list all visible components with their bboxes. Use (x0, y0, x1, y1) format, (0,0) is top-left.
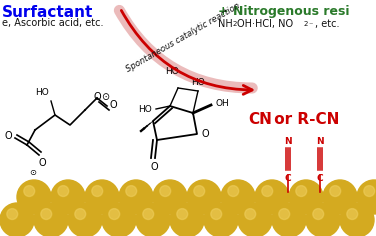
Circle shape (340, 203, 374, 236)
Text: C: C (285, 174, 291, 183)
Text: ⁻: ⁻ (308, 20, 312, 29)
Circle shape (92, 185, 103, 197)
Text: + Nitrogenous resi: + Nitrogenous resi (218, 5, 350, 18)
Circle shape (24, 185, 35, 197)
Text: Surfactant: Surfactant (2, 5, 93, 20)
Circle shape (109, 209, 120, 219)
Circle shape (68, 203, 102, 236)
Circle shape (75, 209, 86, 219)
Circle shape (187, 180, 221, 214)
Text: 2: 2 (304, 21, 308, 27)
Circle shape (313, 209, 324, 219)
Text: O: O (110, 100, 118, 110)
Text: OH·HCl, NO: OH·HCl, NO (237, 19, 293, 29)
Circle shape (323, 180, 357, 214)
Circle shape (279, 209, 290, 219)
Circle shape (85, 180, 119, 214)
Circle shape (177, 209, 188, 219)
Circle shape (347, 209, 358, 219)
Text: O: O (93, 92, 101, 102)
Text: 2: 2 (233, 21, 237, 27)
Circle shape (153, 180, 187, 214)
Text: C: C (317, 174, 323, 183)
Text: N: N (284, 137, 292, 146)
Circle shape (170, 203, 204, 236)
Circle shape (289, 180, 323, 214)
Circle shape (7, 209, 18, 219)
Circle shape (330, 185, 341, 197)
Circle shape (296, 185, 307, 197)
Circle shape (102, 203, 136, 236)
Text: O: O (5, 131, 12, 141)
Circle shape (204, 203, 238, 236)
Circle shape (357, 180, 376, 214)
Text: or R-CN: or R-CN (269, 112, 340, 127)
Text: ⊙: ⊙ (29, 168, 36, 177)
Text: OH: OH (215, 98, 229, 108)
Circle shape (272, 203, 306, 236)
Circle shape (41, 209, 52, 219)
Circle shape (255, 180, 289, 214)
Circle shape (126, 185, 137, 197)
Circle shape (221, 180, 255, 214)
Text: NH: NH (218, 19, 233, 29)
Circle shape (58, 185, 69, 197)
Text: ⊙: ⊙ (101, 92, 109, 102)
Text: N: N (316, 137, 324, 146)
Text: HO: HO (138, 105, 152, 114)
Text: O: O (38, 158, 46, 168)
Text: e, Ascorbic acid, etc.: e, Ascorbic acid, etc. (2, 18, 103, 28)
Circle shape (34, 203, 68, 236)
Text: CN: CN (248, 112, 272, 127)
Text: , etc.: , etc. (315, 19, 340, 29)
Circle shape (238, 203, 272, 236)
Circle shape (194, 185, 205, 197)
Circle shape (245, 209, 256, 219)
Circle shape (143, 209, 154, 219)
Text: HO: HO (165, 67, 179, 76)
Circle shape (17, 180, 51, 214)
Circle shape (0, 203, 34, 236)
Text: HO: HO (191, 78, 205, 87)
Circle shape (228, 185, 239, 197)
Circle shape (364, 185, 374, 197)
Circle shape (306, 203, 340, 236)
Circle shape (211, 209, 222, 219)
Text: ⁻: ⁻ (264, 110, 270, 120)
Text: O: O (150, 162, 158, 172)
Text: O: O (202, 129, 210, 139)
Text: Spontaneous catalytic reaction: Spontaneous catalytic reaction (124, 2, 241, 74)
Circle shape (51, 180, 85, 214)
Circle shape (160, 185, 171, 197)
Text: HO: HO (35, 88, 49, 97)
Circle shape (136, 203, 170, 236)
Circle shape (119, 180, 153, 214)
Circle shape (262, 185, 273, 197)
